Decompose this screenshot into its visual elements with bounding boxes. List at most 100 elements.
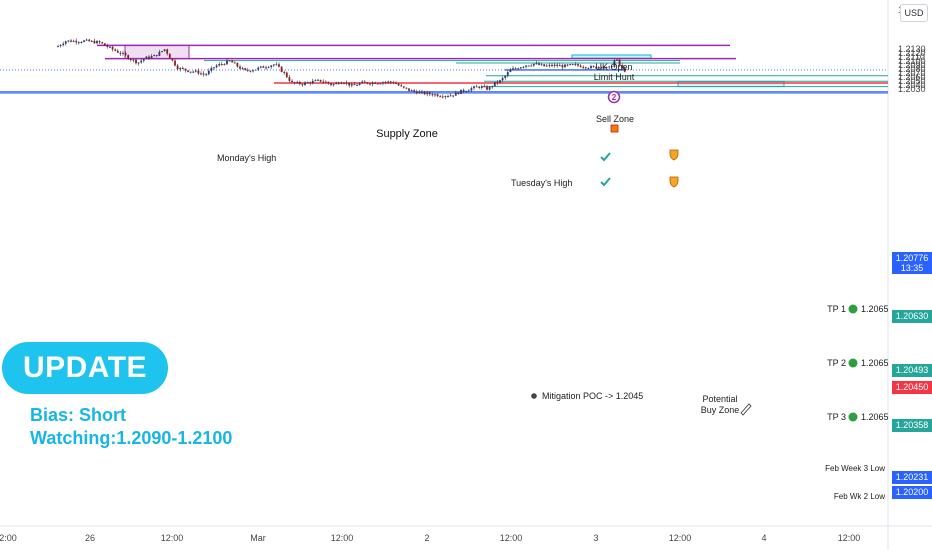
mitigation-poc-label: Mitigation POC -> 1.2045 [542,391,643,401]
candle-body [545,65,548,67]
candle-body [200,73,202,75]
candle-body [150,56,153,59]
candle-body [72,40,75,42]
candle-body [613,60,616,67]
candle-body [202,73,205,75]
tp2-target: 1.2065 [861,358,889,368]
candle-body [522,66,525,68]
candle-body [577,64,579,66]
currency-badge[interactable]: USD [900,4,928,22]
candle-body [603,67,605,69]
candle-body [166,49,169,54]
candle-body [501,77,504,81]
candle-body [278,64,280,67]
candle-body [431,94,434,96]
price-tag[interactable] [892,486,932,499]
candle-body [343,82,345,84]
candle-body [428,92,431,95]
candle-body [116,50,119,53]
candle-body [67,40,70,42]
candle-body [535,63,538,65]
candle-body [181,67,184,69]
candle-body [441,96,444,98]
candle-body [405,87,408,89]
y-tick-label: 1.2100 [898,56,926,66]
candle-body [59,45,62,47]
price-tag[interactable] [892,252,932,274]
candle-body [382,82,384,84]
plot-background[interactable] [0,0,888,526]
candle-body [163,49,166,52]
candle-body [231,60,234,63]
candle-body [376,83,379,85]
price-tag[interactable] [892,310,932,323]
candle-body [207,70,210,75]
tp3-dot-icon [848,412,858,422]
candle-body [57,46,59,48]
candle-body [319,79,322,82]
candle-body [226,60,228,65]
monday-shield-icon [669,149,679,161]
monday-check-icon [600,152,611,162]
x-tick-label: 2 [424,533,429,543]
candle-body [499,80,501,83]
tp1-label: TP 1 [827,304,846,314]
candle-body [335,82,338,85]
candle-body [213,67,215,69]
candle-body [506,72,509,76]
candle-body [486,86,488,90]
price-tag-text: 1.20200 [896,487,929,497]
candle-body [561,65,564,68]
candle-body [88,39,91,42]
candle-body [96,41,98,44]
candle-body [187,70,189,72]
candle-body [608,66,611,68]
candle-body [532,63,535,66]
candle-body [265,67,267,69]
price-tag-text: 1.20231 [896,472,929,482]
candle-body [228,60,231,62]
candle-body [218,63,221,66]
price-tag[interactable] [892,364,932,377]
candle-body [623,68,626,72]
candle-body [413,90,416,92]
candle-body [402,86,405,88]
candle-body [353,84,356,86]
candle-body [171,58,174,61]
x-tick-label: 12:00 [669,533,692,543]
price-tag[interactable] [892,419,932,432]
candle-body [220,63,223,65]
buy-zone-label-line2: Buy Zone [701,405,740,415]
candle-body [304,82,306,85]
candle-body [408,88,410,91]
candle-body [389,81,392,83]
tp1-dot-icon [848,304,858,314]
candle-body [98,41,101,43]
tp2-label: TP 2 [827,358,846,368]
candle-body [257,67,260,70]
candle-body [439,96,442,98]
price-tag[interactable] [892,381,932,394]
candle-body [254,69,257,71]
candle-body [332,84,335,86]
candle-body [83,40,85,42]
candle-body [311,80,314,84]
candle-body [129,59,132,61]
candle-body [93,40,96,44]
candle-body [356,84,358,86]
candle-body [153,54,156,57]
price-tag[interactable] [892,471,932,484]
candle-body [330,83,332,86]
candle-body [174,60,176,66]
candle-body [119,52,122,54]
marker-circle-icon [607,90,621,104]
candle-body [262,66,265,68]
candle-body [327,81,330,84]
bias-text: Bias: Short [30,405,127,425]
candle-body [600,66,603,68]
tp2-dot-icon [848,358,858,368]
rocket-icon [740,403,752,416]
y-tick-label: 1.2050 [898,76,926,86]
